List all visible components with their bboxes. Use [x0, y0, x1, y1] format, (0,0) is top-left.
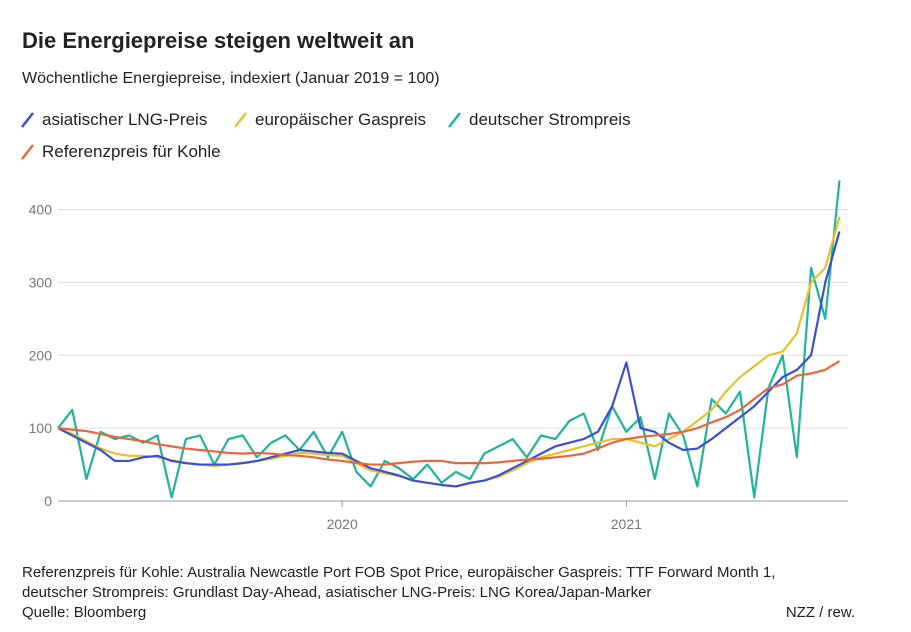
legend-label: Referenzpreis für Kohle	[42, 142, 221, 161]
series-line	[57, 231, 841, 488]
note: Referenzpreis für Kohle: Australia Newca…	[22, 564, 775, 581]
series-line	[57, 180, 841, 499]
legend-swatch	[448, 112, 461, 128]
x-tick-label: 2021	[611, 516, 642, 532]
legend-swatch	[234, 112, 247, 128]
legend-swatch	[21, 144, 34, 160]
y-tick-label: 200	[29, 347, 53, 363]
chart-title: Die Energiepreise steigen weltweit an	[22, 28, 414, 53]
y-tick-label: 100	[29, 420, 53, 436]
note: deutscher Strompreis: Grundlast Day-Ahea…	[22, 584, 651, 601]
legend-swatch	[21, 112, 34, 128]
y-tick-label: 0	[44, 493, 52, 509]
legend-label: europäischer Gaspreis	[255, 110, 426, 129]
legend-label: asiatischer LNG-Preis	[42, 110, 207, 129]
legend-label: deutscher Strompreis	[469, 110, 631, 129]
y-tick-label: 300	[29, 274, 53, 290]
credit: NZZ / rew.	[786, 604, 855, 621]
x-tick-label: 2020	[327, 516, 358, 532]
chart-subtitle: Wöchentliche Energiepreise, indexiert (J…	[22, 70, 440, 87]
series-line	[57, 360, 841, 466]
y-tick-label: 400	[29, 202, 53, 218]
note: Quelle: Bloomberg	[22, 604, 146, 621]
